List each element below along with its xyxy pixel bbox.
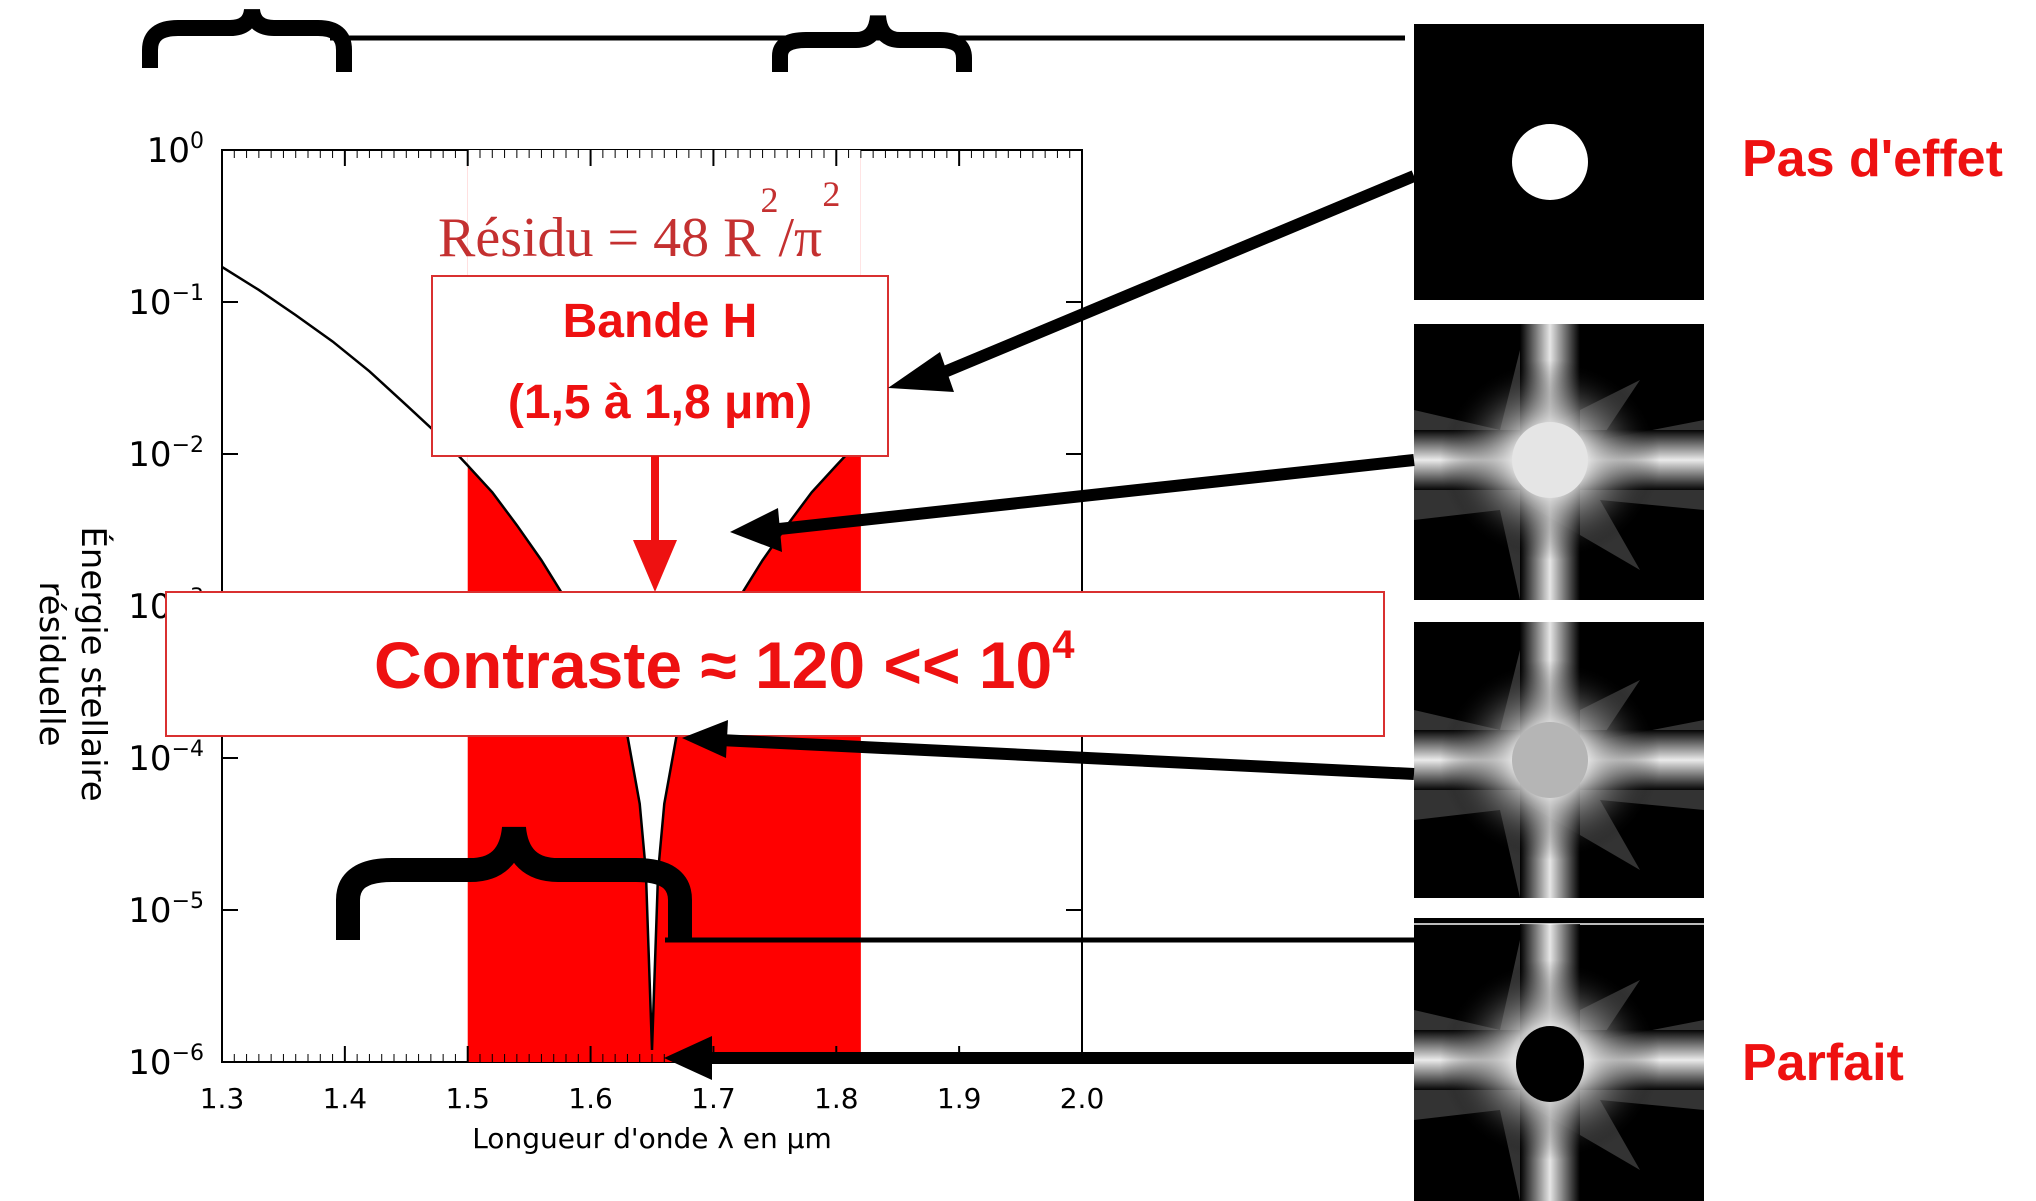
star-disk: [1512, 124, 1588, 200]
contrast-text: Contraste ≈ 120 << 104: [374, 623, 1075, 702]
x-tick-label: 1.9: [937, 1082, 982, 1115]
contrast-box: [165, 591, 1385, 737]
star-disk: [1512, 722, 1588, 798]
x-tick-label: 1.6: [568, 1082, 613, 1115]
x-axis-title: Longueur d'onde λ en μm: [472, 1122, 832, 1155]
formula: Résidu = 48 R2/π2: [438, 174, 840, 269]
brace-top-left: [142, 8, 352, 72]
thumbnail-no-effect: [1414, 24, 1704, 300]
star-disk: [1516, 1026, 1584, 1102]
formula-prefix: Résidu = 48 R: [438, 207, 761, 269]
y-tick-label: 100: [147, 129, 204, 171]
arrowhead-no-effect: [888, 352, 954, 392]
band-h-box: [431, 275, 889, 457]
arrow-no-effect: [927, 170, 1417, 384]
thumbnail-perfect: [1414, 918, 1704, 1201]
brace-top-right: [772, 14, 972, 72]
arrowhead-partial-2: [682, 720, 728, 758]
band-h-arrowhead: [633, 540, 677, 592]
brace-lower: [336, 826, 692, 940]
star-disk: [1512, 422, 1588, 498]
y-axis-title-line1: Énergie stellaire: [73, 526, 114, 801]
formula-mid: /π: [779, 207, 823, 269]
arrow-partial-1: [769, 454, 1415, 536]
thumbnail-partial-1: [1414, 324, 1704, 600]
y-tick-label: 10−5: [128, 889, 204, 931]
y-axis-title-line2: résiduelle: [31, 581, 71, 746]
formula-exp1: 2: [761, 180, 779, 220]
x-tick-label: 1.7: [691, 1082, 736, 1115]
contrast-main: Contraste ≈ 120 << 10: [374, 628, 1052, 702]
x-tick-label: 2.0: [1060, 1082, 1105, 1115]
y-axis-title: Énergie stellaire résiduelle: [31, 526, 114, 801]
y-tick-label: 10−6: [128, 1041, 204, 1083]
label-perfect: Parfait: [1742, 1034, 1904, 1092]
ticks-layer: 1.31.41.51.61.71.81.92.010010−110−210−31…: [128, 129, 1104, 1115]
band-h-title: Bande H: [563, 295, 758, 348]
y-tick-label: 10−4: [128, 737, 204, 779]
arrows: [664, 170, 1417, 1080]
arrow-partial-2: [719, 734, 1415, 780]
formula-exp2: 2: [822, 174, 840, 214]
y-tick-label: 10−1: [128, 281, 204, 323]
x-tick-label: 1.8: [814, 1082, 859, 1115]
arrowhead-perfect: [664, 1036, 712, 1080]
contrast-exponent: 4: [1052, 623, 1075, 667]
arrowhead-partial-1: [730, 508, 782, 552]
label-no-effect: Pas d'effet: [1742, 130, 2003, 188]
x-tick-label: 1.4: [323, 1082, 368, 1115]
band-h-range: (1,5 à 1,8 μm): [508, 376, 812, 429]
x-tick-label: 1.3: [200, 1082, 245, 1115]
x-tick-label: 1.5: [445, 1082, 490, 1115]
y-tick-label: 10−2: [128, 433, 204, 475]
thumbnail-partial-2: [1414, 622, 1704, 898]
